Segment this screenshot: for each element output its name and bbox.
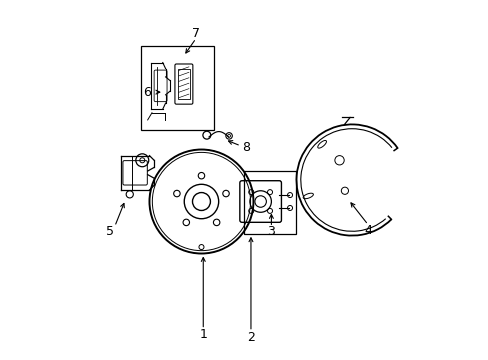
Bar [244, 171, 296, 234]
Text: 5: 5 [106, 225, 114, 238]
Bar [178, 69, 189, 99]
Text: 3: 3 [267, 225, 275, 238]
Text: 2: 2 [246, 330, 254, 343]
Text: 7: 7 [192, 27, 200, 40]
Text: 8: 8 [242, 140, 250, 153]
Text: 1: 1 [199, 328, 207, 341]
Text: 6: 6 [142, 86, 151, 99]
Bar [140, 45, 214, 130]
Text: 4: 4 [364, 224, 371, 237]
